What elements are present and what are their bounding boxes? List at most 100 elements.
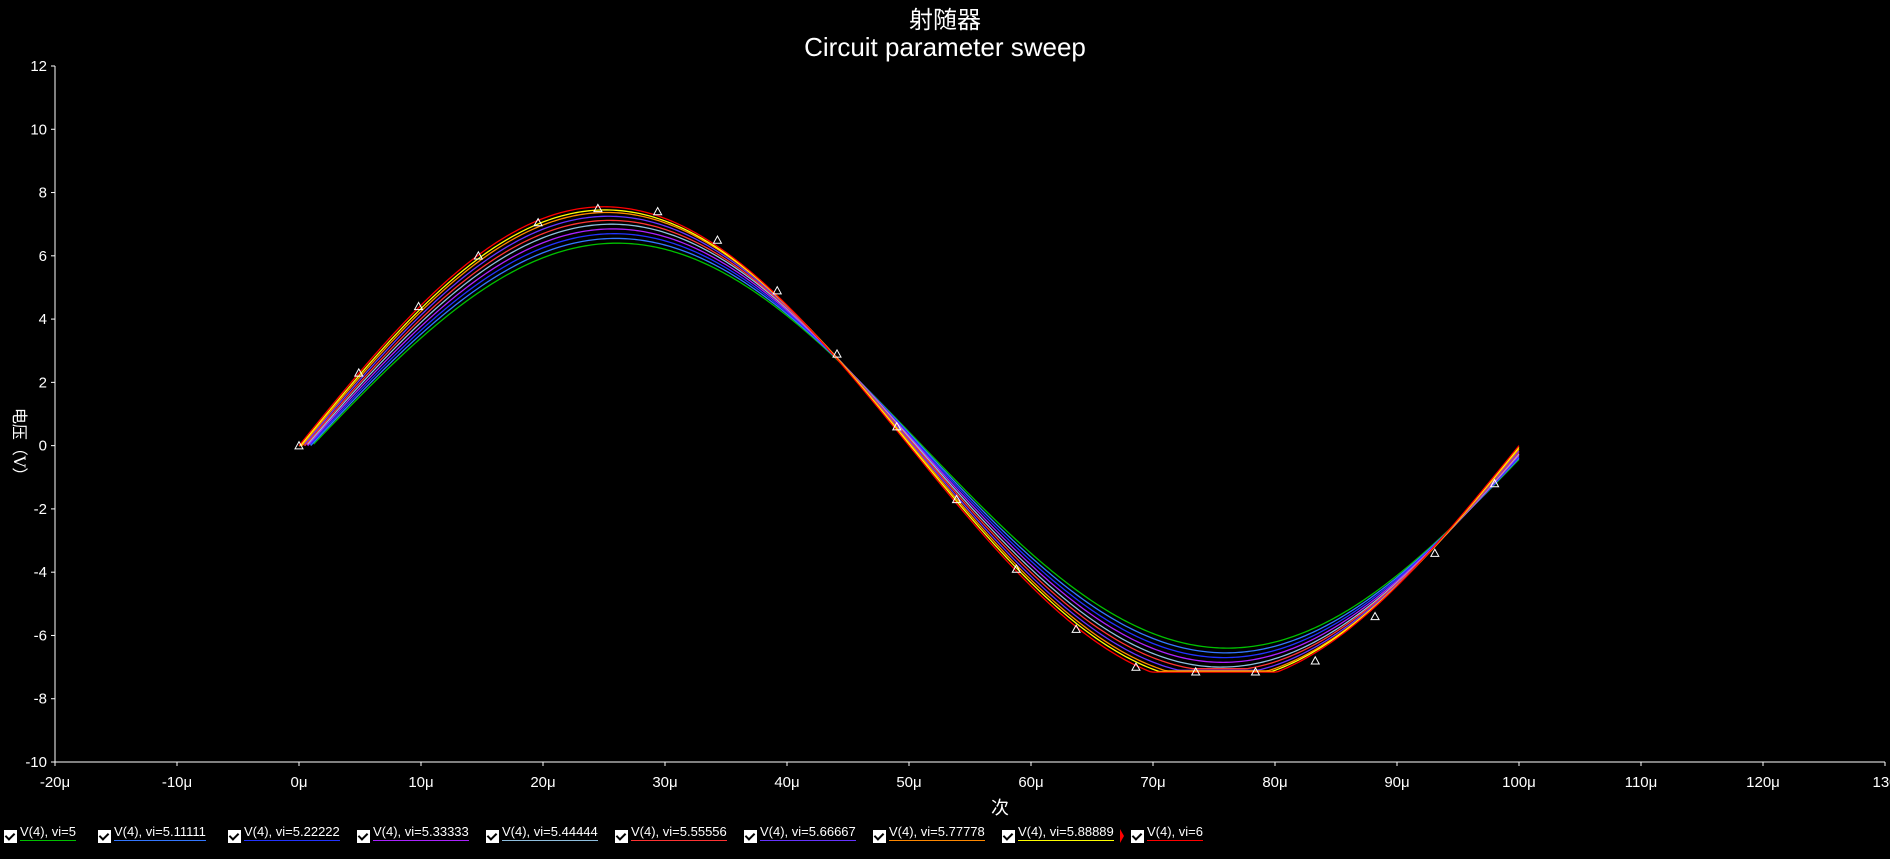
legend-label: V(4), vi=5.22222 bbox=[244, 824, 340, 839]
chart-title-chinese: 射随器 bbox=[909, 6, 981, 34]
legend-label: V(4), vi=6 bbox=[1147, 824, 1203, 839]
x-tick-label: 40μ bbox=[774, 774, 799, 791]
data-point-marker bbox=[1489, 478, 1500, 488]
legend-item[interactable]: V(4), vi=5.11111 bbox=[98, 818, 228, 846]
data-point-marker bbox=[1370, 611, 1380, 621]
legend-label: V(4), vi=5.55556 bbox=[631, 824, 727, 839]
series-line bbox=[298, 237, 1520, 654]
legend-swatch bbox=[114, 840, 206, 841]
legend-item[interactable]: V(4), vi=5.77778 bbox=[873, 818, 1002, 846]
data-point-marker bbox=[353, 367, 364, 377]
x-tick-label: 60μ bbox=[1018, 774, 1043, 791]
active-series-marker bbox=[1120, 829, 1124, 843]
legend-swatch bbox=[760, 840, 856, 841]
y-tick-label: 8 bbox=[39, 185, 47, 202]
legend-checkbox[interactable] bbox=[744, 830, 757, 843]
legend-swatch bbox=[373, 840, 469, 841]
data-point-marker bbox=[891, 421, 902, 431]
x-axis-label: 次 bbox=[991, 798, 1009, 819]
data-point-marker bbox=[1131, 662, 1141, 671]
data-point-marker bbox=[473, 250, 484, 260]
series-line bbox=[298, 242, 1520, 649]
legend-item[interactable]: V(4), vi=5.44444 bbox=[486, 818, 615, 846]
y-tick-label: -10 bbox=[25, 754, 47, 771]
legend-label: V(4), vi=5.77778 bbox=[889, 824, 985, 839]
series-line bbox=[298, 209, 1520, 673]
chart-title: Circuit parameter sweep bbox=[804, 32, 1086, 62]
y-axis-label: 电压（V） bbox=[10, 408, 29, 484]
x-tick-label: 90μ bbox=[1384, 774, 1409, 791]
data-point-marker bbox=[1429, 548, 1440, 557]
y-tick-label: -2 bbox=[34, 501, 47, 518]
y-tick-label: 0 bbox=[39, 438, 47, 455]
legend-label: V(4), vi=5 bbox=[20, 824, 76, 839]
legend-swatch bbox=[1018, 840, 1114, 841]
y-tick-label: -6 bbox=[34, 627, 47, 644]
legend-checkbox[interactable] bbox=[357, 830, 370, 843]
data-point-marker bbox=[652, 206, 663, 216]
legend-swatch bbox=[889, 840, 985, 841]
x-tick-label: 50μ bbox=[896, 774, 921, 791]
legend-checkbox[interactable] bbox=[873, 830, 886, 843]
legend-checkbox[interactable] bbox=[4, 830, 17, 843]
x-tick-label: 20μ bbox=[530, 774, 555, 791]
x-tick-label: 0μ bbox=[291, 774, 308, 791]
legend-swatch bbox=[502, 840, 598, 841]
legend-checkbox[interactable] bbox=[615, 830, 628, 843]
series-line bbox=[298, 215, 1520, 671]
series-line bbox=[298, 206, 1520, 673]
x-tick-label: 80μ bbox=[1262, 774, 1287, 791]
legend-item[interactable]: V(4), vi=5.55556 bbox=[615, 818, 744, 846]
legend-item[interactable]: V(4), vi=5.88889 bbox=[1002, 818, 1131, 846]
data-point-marker bbox=[1011, 563, 1022, 573]
x-tick-label: 100μ bbox=[1502, 774, 1536, 791]
series-line bbox=[298, 211, 1520, 672]
legend-swatch bbox=[631, 840, 727, 841]
data-point-marker bbox=[294, 440, 304, 450]
data-point-marker bbox=[832, 348, 842, 358]
data-point-marker bbox=[413, 301, 424, 311]
legend-swatch bbox=[20, 840, 76, 841]
data-point-marker bbox=[772, 285, 783, 295]
data-point-marker bbox=[1071, 624, 1081, 633]
x-tick-label: 110μ bbox=[1625, 774, 1658, 791]
data-point-marker bbox=[1310, 655, 1321, 665]
legend-swatch bbox=[244, 840, 340, 841]
series-line bbox=[298, 228, 1520, 664]
data-point-marker bbox=[951, 494, 962, 504]
series-line bbox=[298, 233, 1520, 659]
data-point-marker bbox=[593, 203, 603, 213]
legend-item[interactable]: V(4), vi=5.22222 bbox=[228, 818, 357, 846]
x-tick-label: -10μ bbox=[162, 774, 192, 791]
legend-label: V(4), vi=5.88889 bbox=[1018, 824, 1114, 839]
legend-label: V(4), vi=5.66667 bbox=[760, 824, 856, 839]
legend-checkbox[interactable] bbox=[1002, 830, 1015, 843]
legend-checkbox[interactable] bbox=[98, 830, 111, 843]
data-point-marker bbox=[1250, 666, 1261, 676]
series-line bbox=[298, 219, 1520, 670]
y-tick-label: 6 bbox=[39, 248, 47, 265]
x-tick-label: 120μ bbox=[1746, 774, 1780, 791]
legend-item[interactable]: V(4), vi=5.66667 bbox=[744, 818, 873, 846]
legend-item[interactable]: V(4), vi=5.33333 bbox=[357, 818, 486, 846]
y-tick-label: 10 bbox=[30, 121, 47, 138]
y-tick-label: -8 bbox=[34, 691, 47, 708]
legend-swatch bbox=[1147, 840, 1203, 841]
data-point-marker bbox=[1190, 666, 1201, 676]
x-tick-label: 10μ bbox=[408, 774, 433, 791]
legend-item[interactable]: V(4), vi=6 bbox=[1120, 818, 1251, 846]
legend-checkbox[interactable] bbox=[486, 830, 499, 843]
data-point-marker bbox=[533, 217, 543, 227]
legend-label: V(4), vi=5.11111 bbox=[114, 824, 206, 839]
y-tick-label: 4 bbox=[39, 311, 47, 328]
legend-label: V(4), vi=5.33333 bbox=[373, 824, 469, 839]
legend-checkbox[interactable] bbox=[1131, 830, 1144, 843]
y-tick-label: -4 bbox=[34, 564, 47, 581]
legend-checkbox[interactable] bbox=[228, 830, 241, 843]
data-point-marker bbox=[712, 234, 723, 244]
legend-item[interactable]: V(4), vi=5 bbox=[4, 818, 98, 846]
x-tick-label: 30μ bbox=[652, 774, 677, 791]
x-tick-label: 70μ bbox=[1140, 774, 1165, 791]
x-tick-label: 130 bbox=[1872, 774, 1890, 791]
